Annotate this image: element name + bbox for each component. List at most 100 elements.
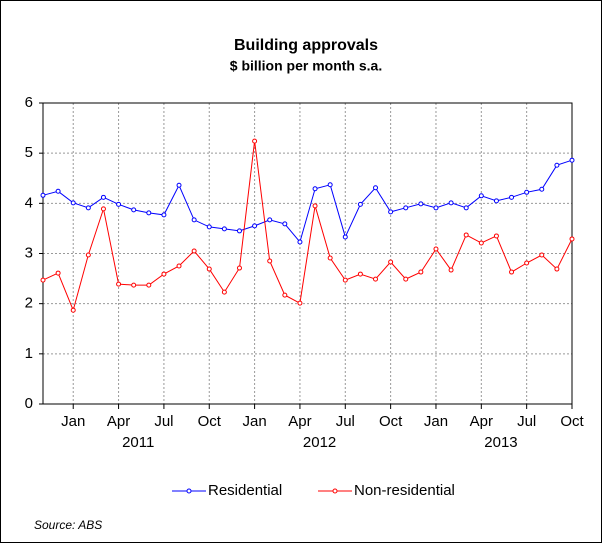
point bbox=[131, 282, 137, 288]
y-tick-label: 3 bbox=[25, 244, 33, 261]
point bbox=[463, 205, 469, 211]
point bbox=[327, 182, 333, 188]
point bbox=[55, 188, 61, 194]
point bbox=[478, 193, 484, 199]
x-tick-label: Jul bbox=[517, 413, 536, 430]
point bbox=[569, 236, 575, 242]
point bbox=[357, 201, 363, 207]
point bbox=[524, 189, 530, 195]
point bbox=[554, 266, 560, 272]
point bbox=[539, 252, 545, 258]
point bbox=[342, 234, 348, 240]
point bbox=[267, 217, 273, 223]
point bbox=[206, 266, 212, 272]
point bbox=[478, 240, 484, 246]
x-tick-label: Jul bbox=[336, 413, 355, 430]
y-tick-label: 0 bbox=[25, 395, 33, 412]
legend-label: Non-residential bbox=[354, 482, 455, 499]
point bbox=[403, 276, 409, 282]
y-tick-label: 5 bbox=[25, 144, 33, 161]
x-tick-label: Apr bbox=[470, 413, 493, 430]
year-label: 2012 bbox=[303, 434, 336, 451]
x-tick-label: Jan bbox=[424, 413, 448, 430]
point bbox=[70, 307, 76, 313]
point bbox=[509, 194, 515, 200]
x-tick-label: Apr bbox=[107, 413, 130, 430]
point bbox=[373, 185, 379, 191]
point bbox=[100, 206, 106, 212]
point bbox=[388, 209, 394, 215]
point bbox=[509, 269, 515, 275]
x-tick-label: Jan bbox=[61, 413, 85, 430]
year-label: 2013 bbox=[484, 434, 517, 451]
point bbox=[433, 246, 439, 252]
point bbox=[569, 157, 575, 163]
legend-marker bbox=[186, 488, 192, 494]
point bbox=[267, 258, 273, 264]
plot-frame bbox=[42, 102, 573, 405]
point bbox=[176, 182, 182, 188]
point bbox=[554, 162, 560, 168]
point bbox=[100, 194, 106, 200]
point bbox=[161, 212, 167, 218]
point bbox=[252, 138, 258, 144]
chart-subtitle: $ billion per month s.a. bbox=[230, 58, 382, 74]
year-label: 2011 bbox=[122, 434, 154, 451]
point bbox=[357, 271, 363, 277]
legend-marker bbox=[332, 488, 338, 494]
series-line bbox=[42, 141, 573, 312]
point bbox=[418, 269, 424, 275]
point bbox=[116, 281, 122, 287]
y-tick-label: 4 bbox=[25, 194, 33, 211]
point bbox=[297, 239, 303, 245]
point bbox=[493, 198, 499, 204]
source: Source: ABS bbox=[34, 518, 102, 532]
x-tick-label: Jul bbox=[154, 413, 173, 430]
point bbox=[312, 203, 318, 209]
y-tick-label: 1 bbox=[25, 345, 33, 362]
point bbox=[161, 271, 167, 277]
point bbox=[236, 228, 242, 234]
point bbox=[252, 223, 258, 229]
point bbox=[85, 252, 91, 258]
point bbox=[176, 263, 182, 269]
point bbox=[221, 289, 227, 295]
point bbox=[297, 300, 303, 306]
y-tick-label: 6 bbox=[25, 94, 33, 111]
point bbox=[327, 255, 333, 261]
point bbox=[418, 201, 424, 207]
point bbox=[403, 205, 409, 211]
x-tick-label: Oct bbox=[198, 413, 222, 430]
y-tick-label: 2 bbox=[25, 295, 33, 312]
chart-title: Building approvals bbox=[234, 37, 378, 54]
point bbox=[85, 205, 91, 211]
point bbox=[342, 277, 348, 283]
point bbox=[191, 217, 197, 223]
x-tick-label: Oct bbox=[379, 413, 403, 430]
point bbox=[40, 192, 46, 198]
legend-label: Residential bbox=[208, 482, 282, 499]
point bbox=[388, 259, 394, 265]
point bbox=[524, 260, 530, 266]
point bbox=[191, 248, 197, 254]
point bbox=[116, 201, 122, 207]
point bbox=[131, 207, 137, 213]
point bbox=[55, 270, 61, 276]
point bbox=[463, 232, 469, 238]
point bbox=[433, 205, 439, 211]
x-tick-label: Oct bbox=[560, 413, 584, 430]
point bbox=[493, 233, 499, 239]
series-line bbox=[42, 159, 573, 244]
point bbox=[282, 221, 288, 227]
point bbox=[146, 210, 152, 216]
x-tick-label: Jan bbox=[243, 413, 267, 430]
point bbox=[206, 224, 212, 230]
point bbox=[373, 276, 379, 282]
x-tick-label: Apr bbox=[288, 413, 311, 430]
point bbox=[282, 292, 288, 298]
point bbox=[448, 267, 454, 273]
point bbox=[539, 186, 545, 192]
point bbox=[221, 226, 227, 232]
